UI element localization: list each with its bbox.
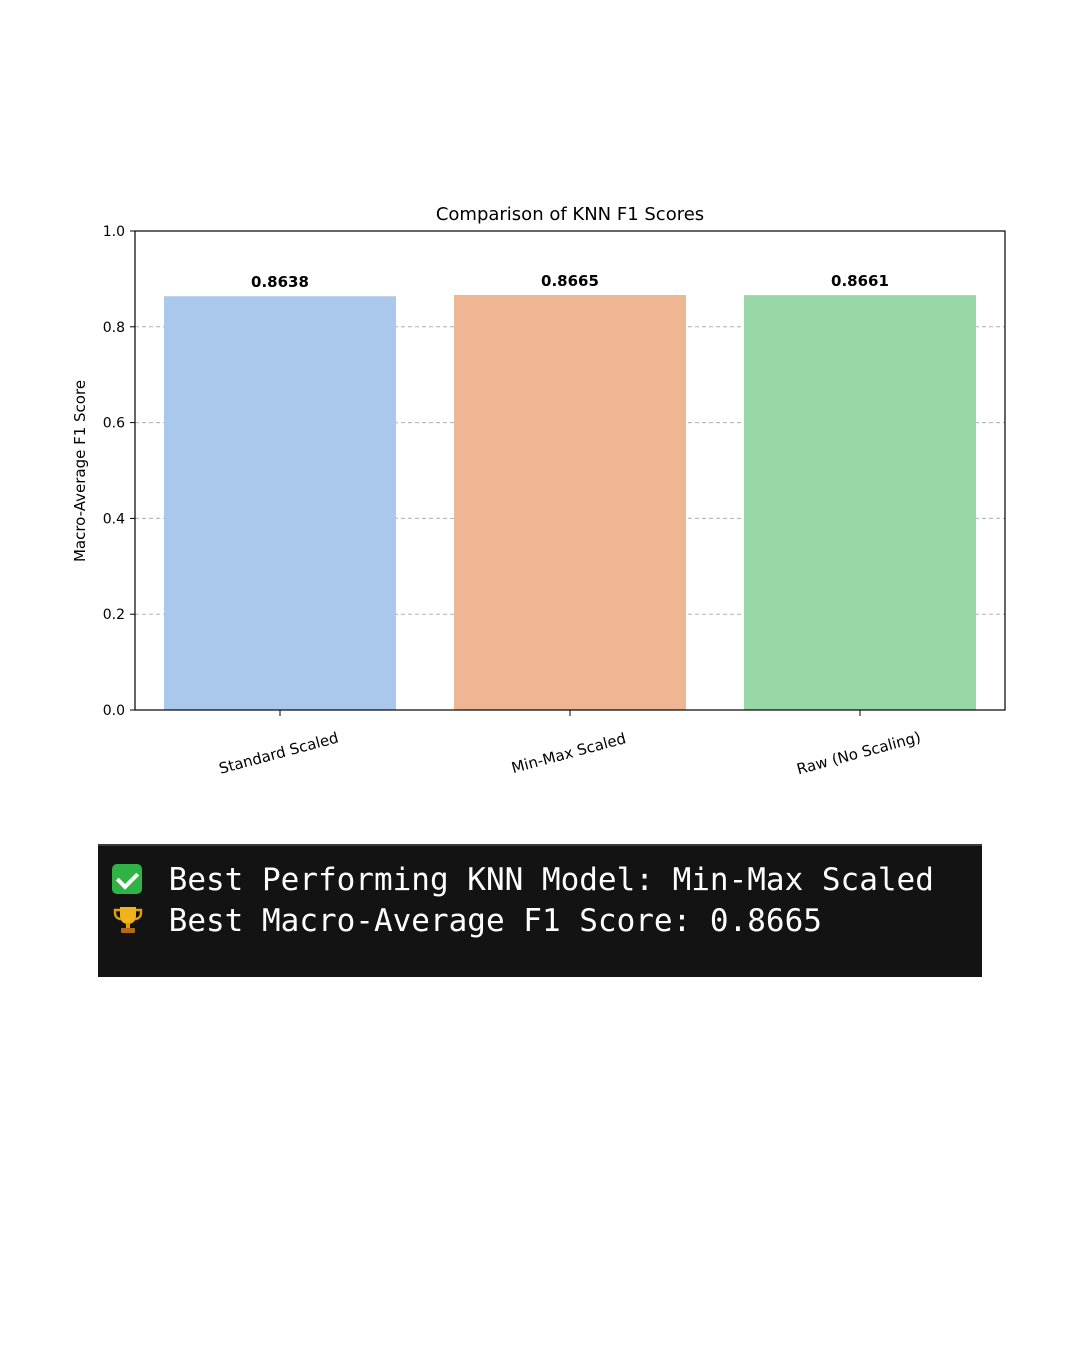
y-tick-label: 0.8 [103, 320, 125, 336]
y-tick-label: 1.0 [103, 224, 125, 240]
trophy-icon [113, 907, 143, 933]
bar-chart: Comparison of KNN F1 Scores Macro-Averag… [71, 204, 1006, 778]
data-label: 0.8661 [831, 272, 889, 290]
y-tick-label: 0.0 [103, 703, 125, 719]
data-label: 0.8638 [251, 273, 309, 291]
chart-title: Comparison of KNN F1 Scores [436, 204, 704, 225]
best-model-text: Best Performing KNN Model: Min-Max Scale… [168, 862, 934, 898]
bar [744, 295, 976, 710]
y-tick-label: 0.2 [103, 607, 125, 623]
check-mark-icon [112, 864, 142, 894]
plot-frame [134, 230, 1006, 711]
x-tick-label: Raw (No Scaling) [795, 728, 923, 778]
y-axis-label: Macro-Average F1 Score [71, 380, 89, 562]
x-tick-label: Standard Scaled [217, 729, 340, 778]
best-score-text: Best Macro-Average F1 Score: 0.8665 [168, 903, 822, 939]
terminal-output: Best Performing KNN Model: Min-Max Scale… [98, 844, 982, 977]
best-model-line: Best Performing KNN Model: Min-Max Scale… [112, 860, 982, 901]
y-tick-label: 0.6 [103, 416, 125, 432]
bar [164, 296, 396, 710]
x-tick-label: Min-Max Scaled [510, 729, 628, 777]
y-tick-label: 0.4 [103, 511, 125, 527]
data-label: 0.8665 [541, 272, 599, 290]
best-score-line: Best Macro-Average F1 Score: 0.8665 [112, 901, 982, 942]
bar [454, 294, 686, 710]
